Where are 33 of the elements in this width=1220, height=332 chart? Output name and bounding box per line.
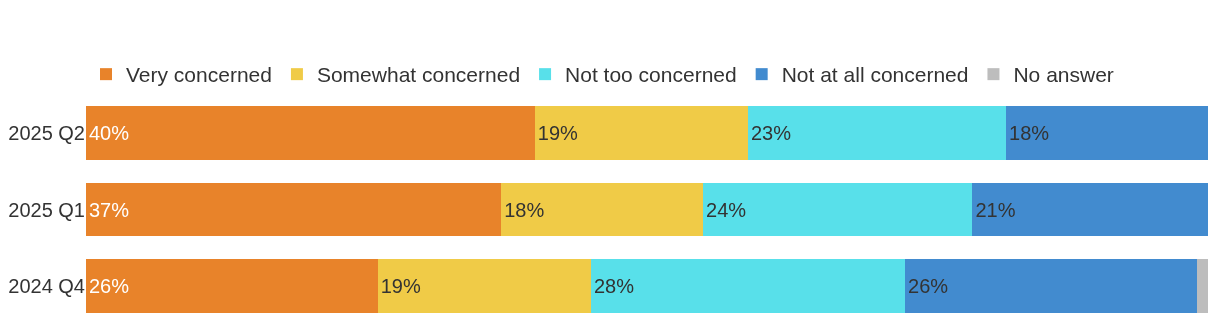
data-label: 18% (1009, 122, 1050, 145)
bar (590, 259, 906, 313)
data-label: 18% (504, 198, 545, 221)
bar (972, 182, 1208, 237)
y-tick-label: 2024 Q4 (8, 274, 85, 297)
bar (1196, 259, 1208, 313)
data-label: 40% (89, 122, 130, 145)
bar (501, 182, 704, 237)
y-tick-label: 2025 Q1 (8, 198, 85, 221)
bar (905, 259, 1197, 313)
y-tick-label: 2025 Q2 (8, 122, 85, 145)
bar (534, 106, 748, 160)
data-label: 28% (593, 274, 635, 297)
legend-label: Not too concerned (565, 63, 737, 87)
legend-label: No answer (1013, 63, 1114, 87)
bar (703, 182, 973, 237)
data-label: 37% (89, 198, 130, 221)
legend-label: Not at all concerned (781, 63, 969, 87)
data-label: 26% (89, 274, 130, 297)
bar (86, 259, 378, 313)
data-label: 19% (537, 122, 579, 145)
data-label: 23% (750, 122, 792, 145)
legend-label: Very concerned (126, 63, 272, 87)
bar (86, 106, 535, 160)
data-label: 26% (908, 274, 949, 297)
data-label: 19% (380, 274, 421, 297)
data-label: 24% (706, 198, 747, 221)
bar (377, 259, 591, 313)
bar (86, 182, 502, 237)
data-label: 21% (975, 198, 1016, 221)
bar (1006, 106, 1208, 160)
bar (747, 106, 1007, 160)
legend-label: Somewhat concerned (316, 63, 521, 87)
